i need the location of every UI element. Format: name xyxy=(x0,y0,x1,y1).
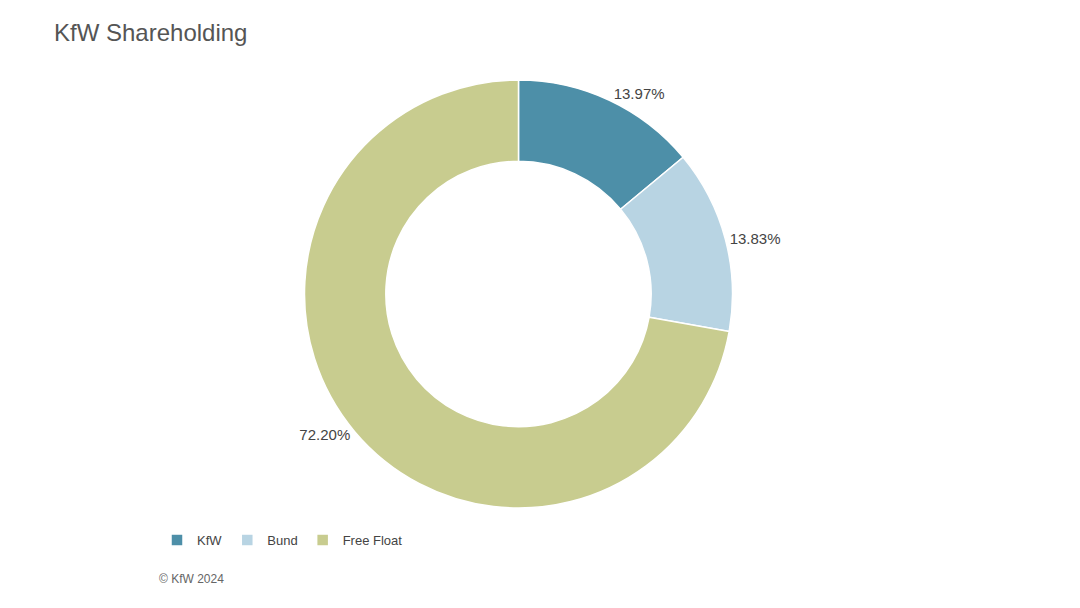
svg-text:KfW Shareholding: KfW Shareholding xyxy=(54,19,247,46)
svg-text:13.83%: 13.83% xyxy=(730,230,781,247)
svg-text:Free Float: Free Float xyxy=(343,533,403,548)
svg-text:72.20%: 72.20% xyxy=(299,426,350,443)
svg-text:KfW: KfW xyxy=(197,533,222,548)
svg-text:Bund: Bund xyxy=(267,533,297,548)
svg-text:© KfW 2024: © KfW 2024 xyxy=(159,572,224,586)
svg-text:13.97%: 13.97% xyxy=(614,85,665,102)
